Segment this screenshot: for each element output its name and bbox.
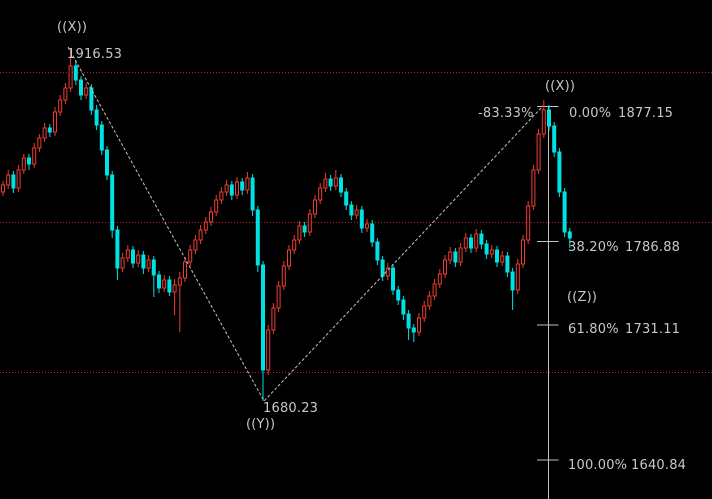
fib-100-percent: 100.00% bbox=[568, 458, 628, 473]
fib-382-percent: 38.20% bbox=[568, 240, 619, 255]
fib-100-price: 1640.84 bbox=[631, 458, 687, 473]
fib-618-percent: 61.80% bbox=[568, 322, 619, 337]
fib-618-price: 1731.11 bbox=[625, 322, 681, 337]
fib-382-price: 1786.88 bbox=[625, 240, 681, 255]
wave-label-z: ((Z)) bbox=[567, 290, 598, 305]
trough-price-label: 1680.23 bbox=[263, 401, 319, 416]
wave-label-x-right: ((X)) bbox=[545, 79, 576, 94]
fib-extension-label: -83.33% bbox=[478, 106, 534, 121]
fib-0-percent: 0.00% bbox=[569, 106, 612, 121]
wave-label-y: ((Y)) bbox=[246, 417, 276, 432]
peak-price-label: 1916.53 bbox=[67, 47, 123, 62]
fib-0-price: 1877.15 bbox=[618, 106, 674, 121]
wave-label-x-left: ((X)) bbox=[57, 20, 88, 35]
